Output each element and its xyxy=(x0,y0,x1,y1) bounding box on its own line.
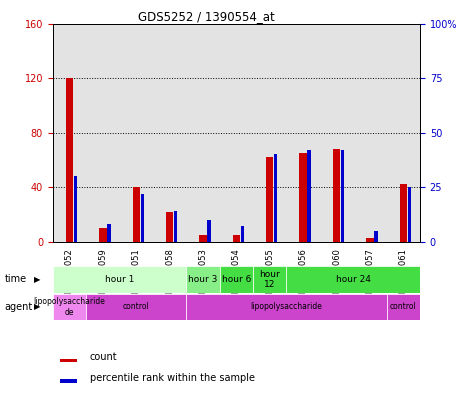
Text: control: control xyxy=(390,303,417,311)
Text: percentile rank within the sample: percentile rank within the sample xyxy=(90,373,254,383)
Bar xyxy=(220,24,253,242)
Bar xyxy=(366,238,374,242)
Bar xyxy=(408,187,411,242)
Bar xyxy=(241,226,244,242)
Bar xyxy=(266,157,274,242)
Text: control: control xyxy=(123,303,150,311)
Text: ▶: ▶ xyxy=(34,303,40,311)
Bar xyxy=(119,24,153,242)
Text: time: time xyxy=(5,274,27,285)
Bar xyxy=(199,235,207,242)
Bar xyxy=(333,149,340,242)
Bar xyxy=(186,24,220,242)
Bar xyxy=(60,379,77,383)
Text: GDS5252 / 1390554_at: GDS5252 / 1390554_at xyxy=(138,10,275,23)
Bar xyxy=(53,266,186,293)
Bar xyxy=(286,24,320,242)
Text: ▶: ▶ xyxy=(34,275,40,284)
Bar xyxy=(299,153,307,242)
Text: hour 1: hour 1 xyxy=(105,275,134,284)
Bar xyxy=(386,24,420,242)
Text: hour
12: hour 12 xyxy=(259,270,280,289)
Text: hour 3: hour 3 xyxy=(188,275,218,284)
Bar xyxy=(253,266,286,293)
Bar xyxy=(274,154,277,242)
Text: lipopolysaccharide
de: lipopolysaccharide de xyxy=(34,297,106,317)
Bar xyxy=(353,24,386,242)
Bar xyxy=(253,24,286,242)
Bar xyxy=(74,176,77,242)
Bar xyxy=(53,24,86,242)
Bar xyxy=(66,78,73,242)
Bar xyxy=(207,220,211,242)
Bar xyxy=(166,212,174,242)
Bar xyxy=(233,235,240,242)
Bar xyxy=(99,228,106,242)
Bar xyxy=(133,187,140,242)
Bar xyxy=(86,24,119,242)
Bar xyxy=(320,24,353,242)
Bar xyxy=(86,294,186,320)
Text: count: count xyxy=(90,352,117,362)
Bar xyxy=(386,294,420,320)
Bar xyxy=(186,266,220,293)
Bar xyxy=(186,294,386,320)
Bar xyxy=(374,231,378,242)
Text: hour 24: hour 24 xyxy=(336,275,371,284)
Bar xyxy=(53,294,86,320)
Text: hour 6: hour 6 xyxy=(222,275,251,284)
Bar xyxy=(174,211,177,242)
Text: lipopolysaccharide: lipopolysaccharide xyxy=(251,303,322,311)
Bar xyxy=(107,224,111,242)
Bar xyxy=(400,184,407,242)
Bar xyxy=(140,194,144,242)
Bar xyxy=(286,266,420,293)
Bar xyxy=(153,24,186,242)
Bar xyxy=(60,359,77,362)
Bar xyxy=(341,150,344,242)
Text: agent: agent xyxy=(5,302,33,312)
Bar xyxy=(308,150,311,242)
Bar xyxy=(220,266,253,293)
